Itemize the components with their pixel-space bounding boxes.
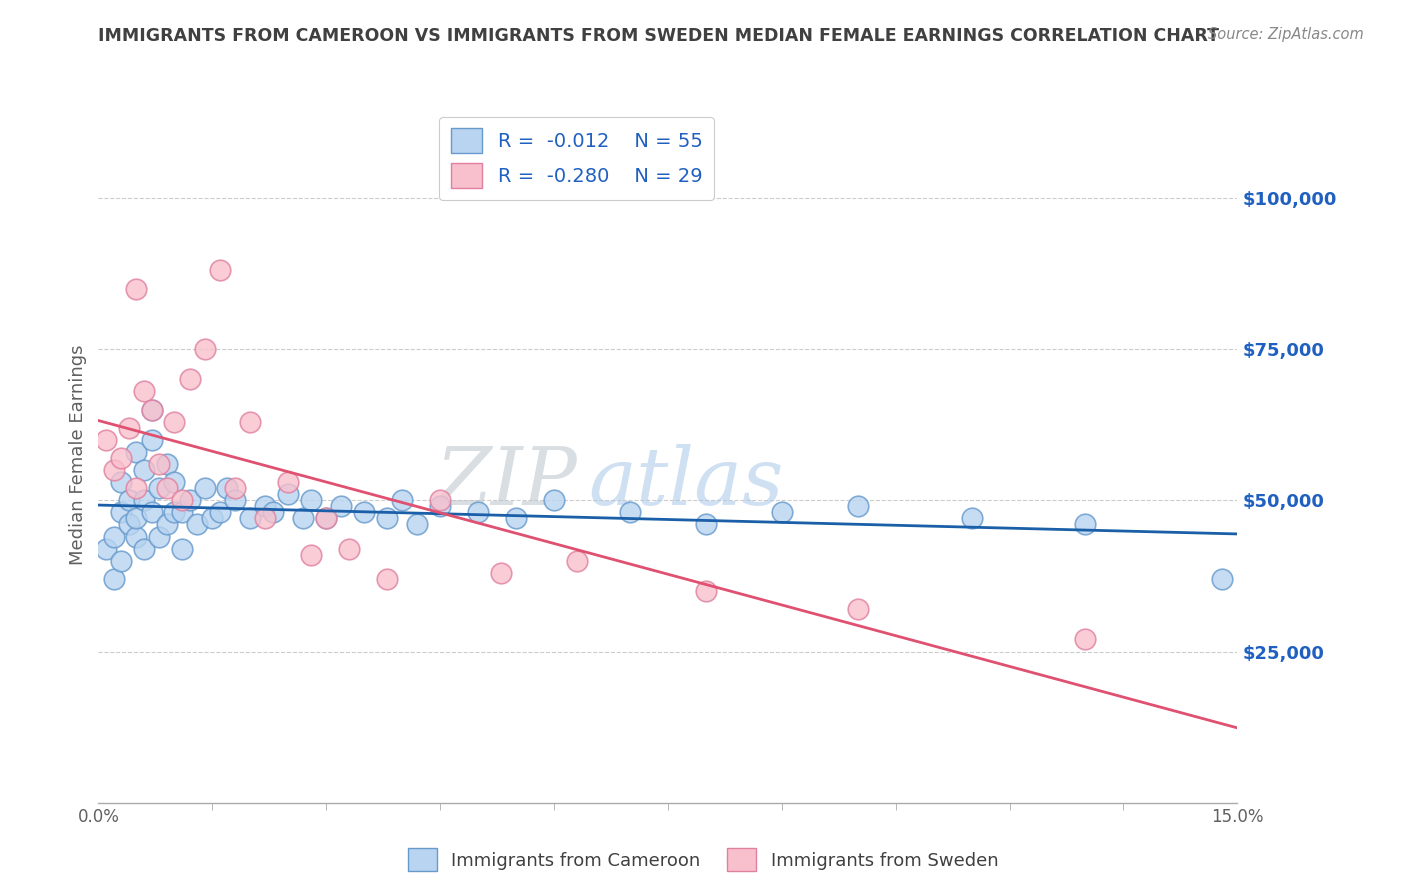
Point: [125, 481, 148, 495]
Point: [110, 450, 132, 465]
Point: [299, 548, 322, 562]
Point: [141, 402, 163, 417]
Point: [315, 511, 337, 525]
Point: [118, 420, 141, 434]
Point: [132, 463, 155, 477]
Point: [375, 511, 398, 525]
Point: [201, 511, 224, 525]
Point: [429, 500, 451, 514]
Point: [770, 505, 793, 519]
Point: [118, 517, 141, 532]
Point: [330, 500, 353, 514]
Point: [163, 505, 186, 519]
Point: [254, 500, 277, 514]
Point: [148, 481, 170, 495]
Point: [208, 263, 231, 277]
Point: [239, 511, 262, 525]
Point: [619, 505, 641, 519]
Point: [194, 481, 217, 495]
Point: [110, 475, 132, 490]
Point: [505, 511, 527, 525]
Point: [94, 541, 117, 556]
Point: [148, 457, 170, 471]
Text: Source: ZipAtlas.com: Source: ZipAtlas.com: [1208, 27, 1364, 42]
Point: [239, 415, 262, 429]
Point: [846, 500, 869, 514]
Point: [292, 511, 315, 525]
Point: [170, 505, 193, 519]
Point: [1211, 572, 1233, 586]
Point: [118, 493, 141, 508]
Point: [695, 584, 717, 599]
Point: [194, 342, 217, 356]
Point: [543, 493, 565, 508]
Point: [337, 541, 360, 556]
Point: [565, 554, 588, 568]
Point: [125, 445, 148, 459]
Point: [163, 415, 186, 429]
Point: [186, 517, 208, 532]
Point: [406, 517, 429, 532]
Point: [156, 517, 179, 532]
Point: [125, 281, 148, 295]
Point: [156, 481, 179, 495]
Text: ZIP: ZIP: [434, 444, 576, 522]
Point: [163, 475, 186, 490]
Point: [208, 505, 231, 519]
Point: [156, 457, 179, 471]
Point: [148, 530, 170, 544]
Point: [141, 402, 163, 417]
Point: [1074, 517, 1097, 532]
Point: [132, 384, 155, 399]
Point: [179, 372, 201, 386]
Legend: Immigrants from Cameroon, Immigrants from Sweden: Immigrants from Cameroon, Immigrants fro…: [401, 841, 1005, 879]
Y-axis label: Median Female Earnings: Median Female Earnings: [69, 344, 87, 566]
Point: [391, 493, 413, 508]
Point: [103, 530, 125, 544]
Point: [110, 554, 132, 568]
Point: [217, 481, 239, 495]
Point: [375, 572, 398, 586]
Point: [132, 541, 155, 556]
Point: [277, 475, 299, 490]
Text: IMMIGRANTS FROM CAMEROON VS IMMIGRANTS FROM SWEDEN MEDIAN FEMALE EARNINGS CORREL: IMMIGRANTS FROM CAMEROON VS IMMIGRANTS F…: [98, 27, 1219, 45]
Point: [179, 493, 201, 508]
Point: [489, 566, 512, 580]
Point: [1074, 632, 1097, 647]
Point: [132, 493, 155, 508]
Point: [125, 511, 148, 525]
Point: [141, 433, 163, 447]
Point: [299, 493, 322, 508]
Point: [125, 530, 148, 544]
Text: atlas: atlas: [588, 444, 783, 522]
Point: [254, 511, 277, 525]
Point: [224, 493, 246, 508]
Point: [141, 505, 163, 519]
Point: [846, 602, 869, 616]
Point: [170, 541, 193, 556]
Point: [315, 511, 337, 525]
Point: [110, 505, 132, 519]
Point: [170, 493, 193, 508]
Point: [224, 481, 246, 495]
Point: [262, 505, 284, 519]
Point: [353, 505, 375, 519]
Point: [103, 463, 125, 477]
Point: [277, 487, 299, 501]
Point: [429, 493, 451, 508]
Point: [94, 433, 117, 447]
Legend: R =  -0.012    N = 55, R =  -0.280    N = 29: R = -0.012 N = 55, R = -0.280 N = 29: [439, 117, 714, 200]
Point: [695, 517, 717, 532]
Point: [103, 572, 125, 586]
Point: [960, 511, 983, 525]
Point: [467, 505, 489, 519]
